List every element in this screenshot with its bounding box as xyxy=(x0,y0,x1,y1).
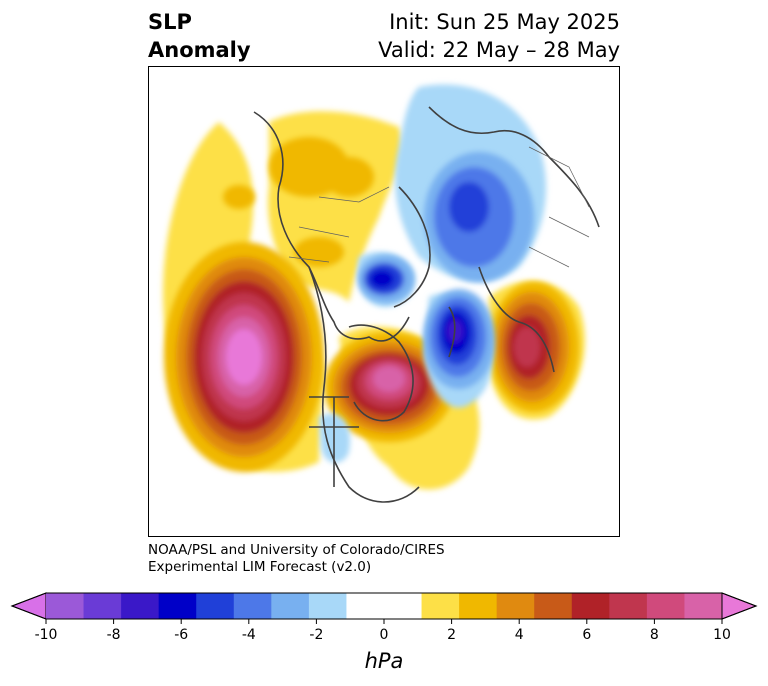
colorbar-tick-label: 0 xyxy=(379,627,389,643)
colorbar-bin xyxy=(571,593,610,619)
credit-text: NOAA/PSL and University of Colorado/CIRE… xyxy=(148,542,445,576)
title-left: SLP Anomaly xyxy=(148,8,251,64)
colorbar-tick-label: 8 xyxy=(649,627,659,643)
colorbar-tick-label: -2 xyxy=(309,627,324,643)
map-svg xyxy=(163,84,600,503)
colorbar-bin xyxy=(496,593,535,619)
colorbar-bin xyxy=(271,593,310,619)
colorbar-tick-label: -8 xyxy=(106,627,121,643)
colorbar-bin xyxy=(83,593,122,619)
colorbar-bin xyxy=(158,593,197,619)
valid-range: Valid: 22 May – 28 May xyxy=(378,38,620,62)
coastlines xyxy=(253,106,600,503)
hudson-bay-high xyxy=(324,332,454,442)
title-slp: SLP xyxy=(148,10,192,34)
north-atlantic-low xyxy=(423,289,495,389)
colorbar-bin xyxy=(684,593,723,619)
colorbar-min-extension xyxy=(10,592,47,620)
colorbar-max-extension xyxy=(721,592,758,620)
colorbar-tick-label: -10 xyxy=(34,627,58,643)
colorbar-bin xyxy=(534,593,573,619)
colorbar-tick-label: -6 xyxy=(174,627,189,643)
colorbar-tick-label: 6 xyxy=(582,627,592,643)
colorbar-bin xyxy=(384,593,423,619)
colorbar-tick-label: 2 xyxy=(447,627,457,643)
colorbar-unit: hPa xyxy=(364,649,404,673)
credit-line1: NOAA/PSL and University of Colorado/CIRE… xyxy=(148,542,445,558)
colorbar xyxy=(10,592,758,624)
colorbar-tick-label: 10 xyxy=(713,627,731,643)
colorbar-bin xyxy=(196,593,235,619)
borders xyxy=(288,146,590,268)
init-date: Init: Sun 25 May 2025 xyxy=(389,10,620,34)
colorbar-bin xyxy=(46,593,85,619)
colorbar-tick-label: -4 xyxy=(241,627,256,643)
greenland-low xyxy=(358,255,414,303)
title-anomaly: Anomaly xyxy=(148,38,251,62)
siberia-low xyxy=(424,152,534,282)
colorbar-bin xyxy=(233,593,272,619)
slp-anomaly-map xyxy=(148,66,620,537)
colorbar-bin xyxy=(609,593,648,619)
colorbar-bin xyxy=(459,593,498,619)
north-pacific-high xyxy=(164,242,324,472)
title-right: Init: Sun 25 May 2025 Valid: 22 May – 28… xyxy=(378,8,620,64)
scandinavia-high xyxy=(489,282,579,412)
credit-line2: Experimental LIM Forecast (v2.0) xyxy=(148,559,372,575)
colorbar-bin xyxy=(646,593,685,619)
colorbar-bin xyxy=(121,593,160,619)
colorbar-bin xyxy=(421,593,460,619)
colorbar-bin xyxy=(308,593,347,619)
colorbar-tick-label: 4 xyxy=(514,627,524,643)
north-america-high xyxy=(223,137,374,267)
colorbar-bin xyxy=(346,593,385,619)
